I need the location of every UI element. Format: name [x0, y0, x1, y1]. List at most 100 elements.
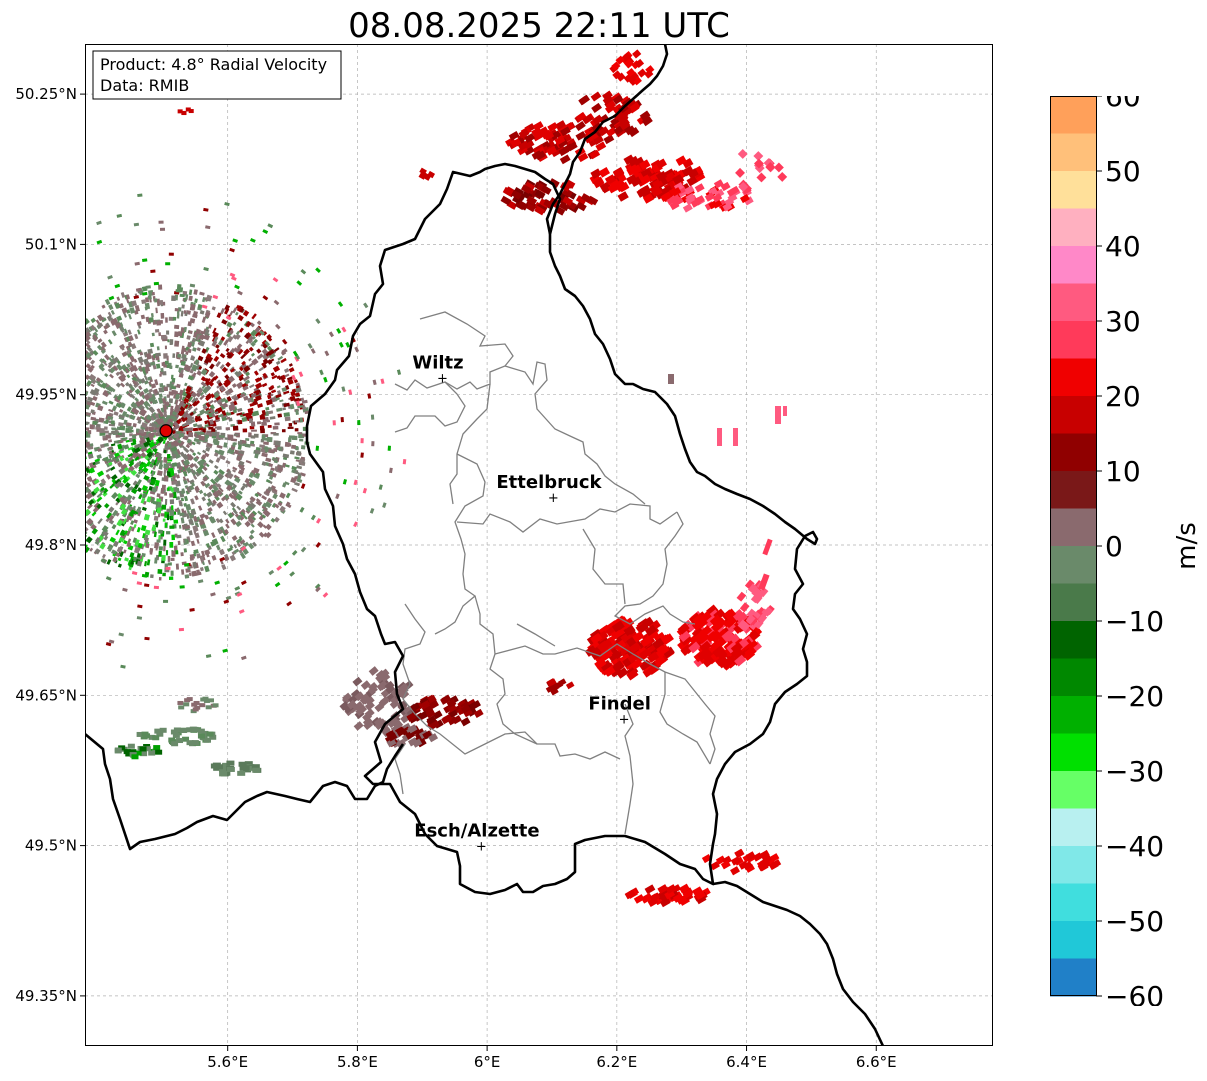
- colorbar-block: [1050, 583, 1096, 622]
- echo-cell: [230, 501, 236, 508]
- echo-cell: [192, 427, 199, 432]
- echo-cell: [198, 431, 205, 435]
- colorbar-block: [1050, 508, 1096, 547]
- colorbar: 60 50 40 30 20 10 0 −10 −20 −30 −40 −50 −60 m/s: [1050, 96, 1202, 1006]
- echo-cell: [181, 304, 185, 309]
- echo-cell: [125, 382, 130, 387]
- map-title: 08.08.2025 22:11 UTC: [348, 6, 730, 46]
- echo-cell: [169, 339, 174, 345]
- echo-cell: [202, 449, 207, 454]
- echo-cell: [117, 461, 123, 468]
- colorbar-block: [1050, 771, 1096, 809]
- echo-cell: [204, 549, 211, 556]
- echo-cell: [189, 556, 194, 561]
- echo-cell: [118, 375, 125, 383]
- echo-cell: [131, 754, 139, 760]
- echo-cell: [287, 437, 292, 443]
- echo-cell: [206, 377, 211, 383]
- echo-cell: [189, 362, 194, 368]
- colorbar-block: [1050, 658, 1096, 697]
- echo-cell: [125, 494, 133, 502]
- echo-cell: [156, 539, 161, 543]
- echo-cell: [357, 420, 361, 426]
- echo-cell: [197, 733, 205, 739]
- echo-cell: [299, 417, 304, 423]
- echo-cell: [259, 414, 266, 420]
- echo-cell: [166, 330, 170, 335]
- echo-cell: [108, 506, 115, 513]
- echo-cell: [261, 421, 267, 426]
- echo-cell: [120, 291, 126, 298]
- echo-cell: [163, 386, 169, 392]
- echo-cell: [232, 368, 237, 373]
- echo-cell: [272, 493, 278, 500]
- echo-cell: [160, 487, 165, 494]
- echo-cell: [247, 542, 255, 550]
- echo-cell: [176, 534, 182, 539]
- echo-cell: [142, 400, 150, 408]
- echo-cell: [209, 404, 215, 410]
- echo-cell: [119, 382, 126, 388]
- city-marker: +: [619, 712, 630, 727]
- echo-cell: [249, 425, 255, 430]
- echo-cell: [266, 497, 274, 504]
- echo-cell: [176, 313, 180, 319]
- echo-cell: [85, 355, 89, 360]
- colorbar-block: [1050, 358, 1096, 397]
- lat-tick-label: 50.25°N: [15, 85, 77, 103]
- echo-cell: [139, 746, 147, 752]
- colorbar-tick-label: −40: [1105, 830, 1164, 863]
- echo-cell: [211, 340, 218, 347]
- echo-cell: [238, 376, 245, 382]
- echo-cell: [169, 499, 175, 505]
- echo-cell: [179, 728, 187, 734]
- echo-cell: [332, 420, 336, 426]
- lat-tick-label: 49.8°N: [25, 536, 77, 554]
- echo-cell: [192, 423, 198, 428]
- echo-cell: [288, 422, 293, 427]
- echo-cell: [266, 359, 273, 365]
- echo-cell: [198, 417, 203, 422]
- echo-cell: [137, 193, 143, 198]
- echo-cell: [151, 332, 155, 337]
- echo-cell: [717, 428, 722, 446]
- echo-cell: [158, 546, 163, 551]
- radar-map[interactable]: +Wiltz+Ettelbruck+Findel+Esch/Alzette Pr…: [85, 44, 993, 1046]
- echo-cell: [154, 479, 160, 487]
- echo-cell: [190, 509, 197, 516]
- echo-cell: [187, 405, 193, 411]
- echo-cell: [206, 430, 212, 434]
- echo-cell: [165, 550, 169, 556]
- echo-cell: [231, 394, 237, 400]
- echo-cell: [148, 750, 156, 756]
- echo-cell: [192, 452, 197, 457]
- echo-cell: [173, 519, 179, 524]
- city-marker: +: [548, 491, 559, 506]
- echo-cell: [256, 421, 262, 425]
- echo-cell: [209, 363, 215, 370]
- radar-site-marker: [159, 424, 173, 438]
- echo-cell: [88, 462, 94, 468]
- echo-cell: [197, 355, 204, 362]
- echo-cell: [201, 296, 206, 303]
- echo-cell: [265, 479, 271, 483]
- colorbar-block: [1050, 96, 1096, 134]
- lon-tick-label: 6°E: [474, 1053, 501, 1071]
- echo-cell: [371, 441, 375, 447]
- echo-cell: [144, 636, 150, 641]
- echo-cell: [148, 381, 152, 386]
- echo-cell: [236, 381, 244, 389]
- echo-cell: [149, 547, 154, 553]
- echo-cell: [101, 553, 106, 559]
- echo-cell: [273, 516, 280, 523]
- colorbar-block: [1050, 958, 1096, 997]
- echo-cell: [284, 373, 290, 378]
- echo-cell: [189, 726, 197, 732]
- echo-cell: [212, 327, 217, 334]
- echo-cell: [106, 458, 112, 463]
- echo-cell: [294, 456, 300, 460]
- echo-cell: [191, 740, 199, 746]
- echo-cell: [170, 729, 178, 735]
- echo-cell: [248, 357, 252, 362]
- echo-cell: [232, 466, 238, 471]
